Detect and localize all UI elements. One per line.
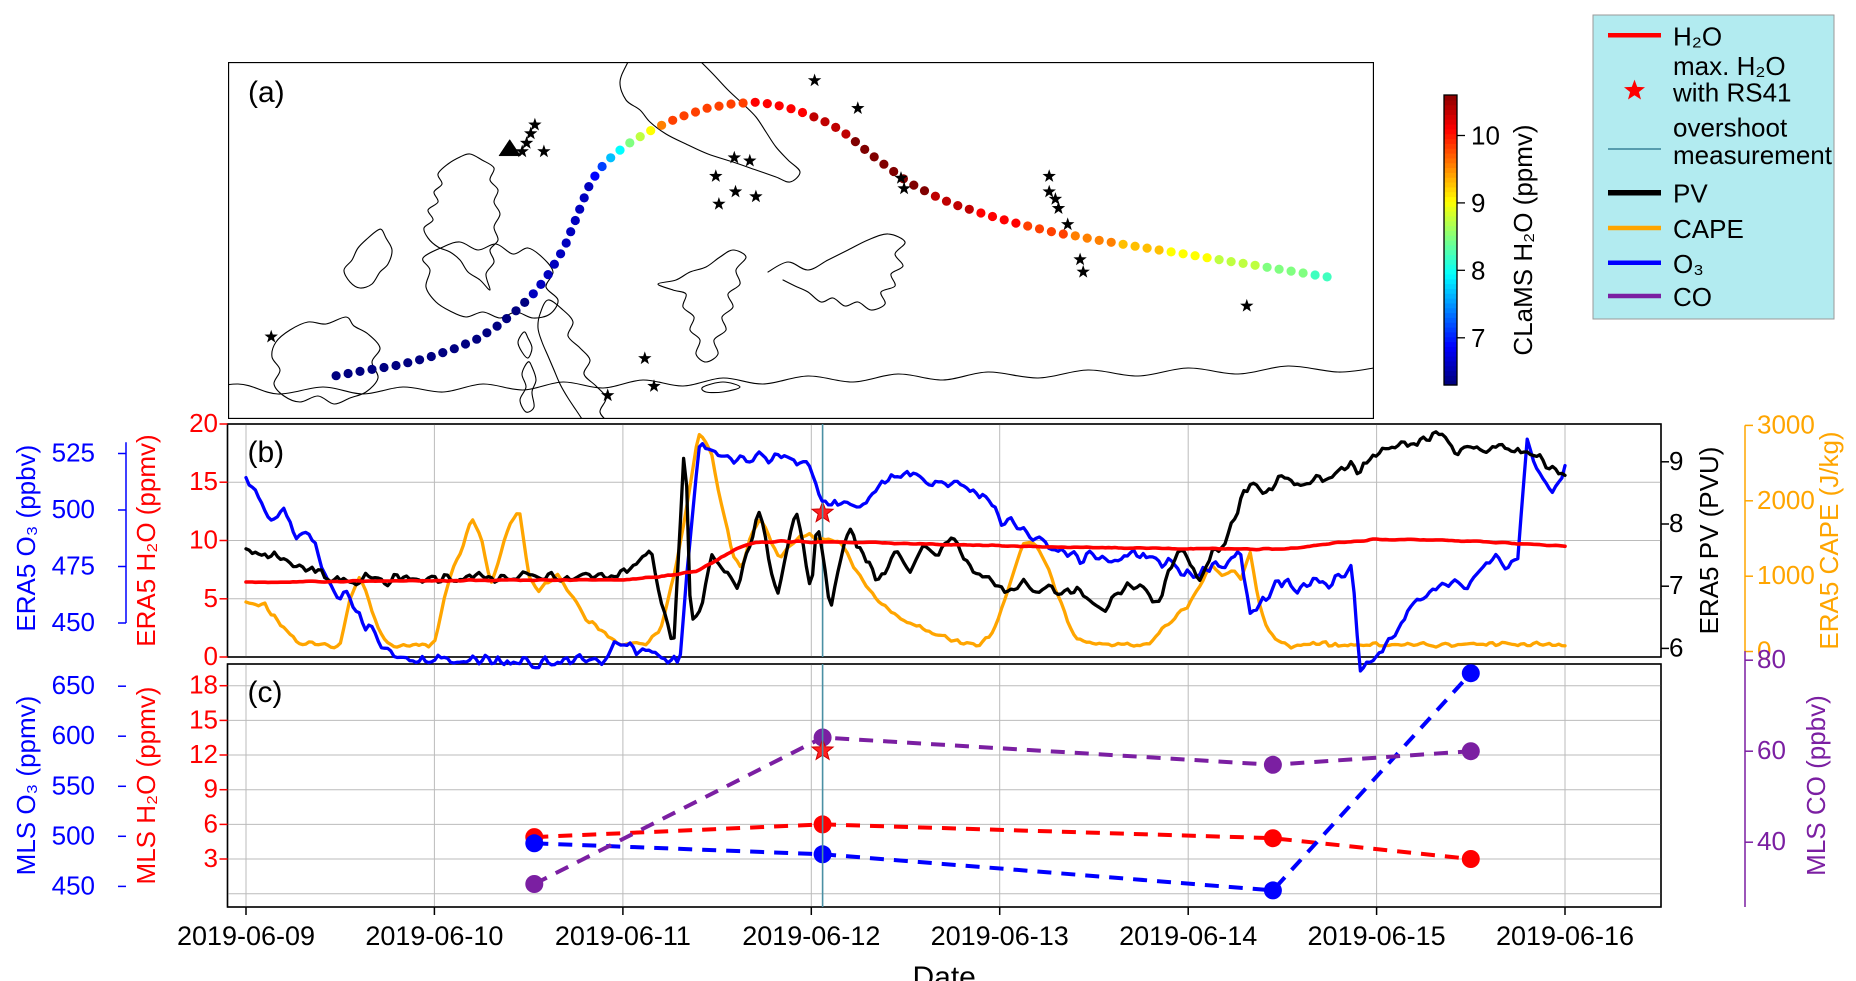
svg-text:600: 600: [52, 720, 95, 750]
svg-text:40: 40: [1757, 826, 1786, 856]
svg-text:2019-06-16: 2019-06-16: [1496, 921, 1634, 951]
svg-text:15: 15: [189, 466, 218, 496]
svg-text:2019-06-15: 2019-06-15: [1308, 921, 1446, 951]
svg-text:MLS O₃ (ppmv): MLS O₃ (ppmv): [11, 696, 41, 876]
svg-text:650: 650: [52, 670, 95, 700]
svg-text:6: 6: [204, 808, 218, 838]
svg-text:ERA5 O₃ (ppbv): ERA5 O₃ (ppbv): [11, 445, 41, 632]
svg-text:2019-06-10: 2019-06-10: [365, 921, 503, 951]
svg-text:9: 9: [1669, 446, 1683, 476]
svg-text:2000: 2000: [1757, 485, 1815, 515]
svg-text:80: 80: [1757, 644, 1786, 674]
svg-text:2019-06-14: 2019-06-14: [1119, 921, 1257, 951]
svg-text:3000: 3000: [1757, 409, 1815, 439]
svg-text:MLS H₂O (ppmv): MLS H₂O (ppmv): [131, 687, 161, 885]
svg-text:2019-06-09: 2019-06-09: [177, 921, 315, 951]
svg-text:450: 450: [52, 870, 95, 900]
svg-text:8: 8: [1669, 508, 1683, 538]
svg-text:9: 9: [204, 774, 218, 804]
svg-text:20: 20: [189, 408, 218, 438]
svg-text:450: 450: [52, 607, 95, 637]
svg-text:500: 500: [52, 820, 95, 850]
svg-text:12: 12: [189, 739, 218, 769]
svg-text:Date: Date: [913, 961, 976, 981]
svg-text:3: 3: [204, 843, 218, 873]
svg-text:ERA5 H₂O (ppmv): ERA5 H₂O (ppmv): [131, 434, 161, 646]
svg-text:525: 525: [52, 438, 95, 468]
svg-text:2019-06-12: 2019-06-12: [742, 921, 880, 951]
svg-text:500: 500: [52, 494, 95, 524]
svg-text:(b): (b): [248, 436, 285, 469]
svg-text:2019-06-13: 2019-06-13: [931, 921, 1069, 951]
svg-text:60: 60: [1757, 735, 1786, 765]
svg-text:550: 550: [52, 770, 95, 800]
svg-text:ERA5 PV (PVU): ERA5 PV (PVU): [1694, 447, 1724, 635]
svg-text:ERA5 CAPE (J/kg): ERA5 CAPE (J/kg): [1814, 431, 1844, 649]
svg-text:MLS CO (ppbv): MLS CO (ppbv): [1801, 695, 1831, 876]
svg-text:18: 18: [189, 670, 218, 700]
svg-text:0: 0: [204, 641, 218, 671]
svg-text:6: 6: [1669, 632, 1683, 662]
svg-text:2019-06-11: 2019-06-11: [555, 921, 691, 951]
svg-text:475: 475: [52, 551, 95, 581]
svg-text:15: 15: [189, 704, 218, 734]
svg-text:1000: 1000: [1757, 560, 1815, 590]
svg-text:(c): (c): [248, 676, 283, 709]
svg-text:5: 5: [204, 583, 218, 613]
svg-text:10: 10: [189, 525, 218, 555]
svg-text:7: 7: [1669, 570, 1683, 600]
